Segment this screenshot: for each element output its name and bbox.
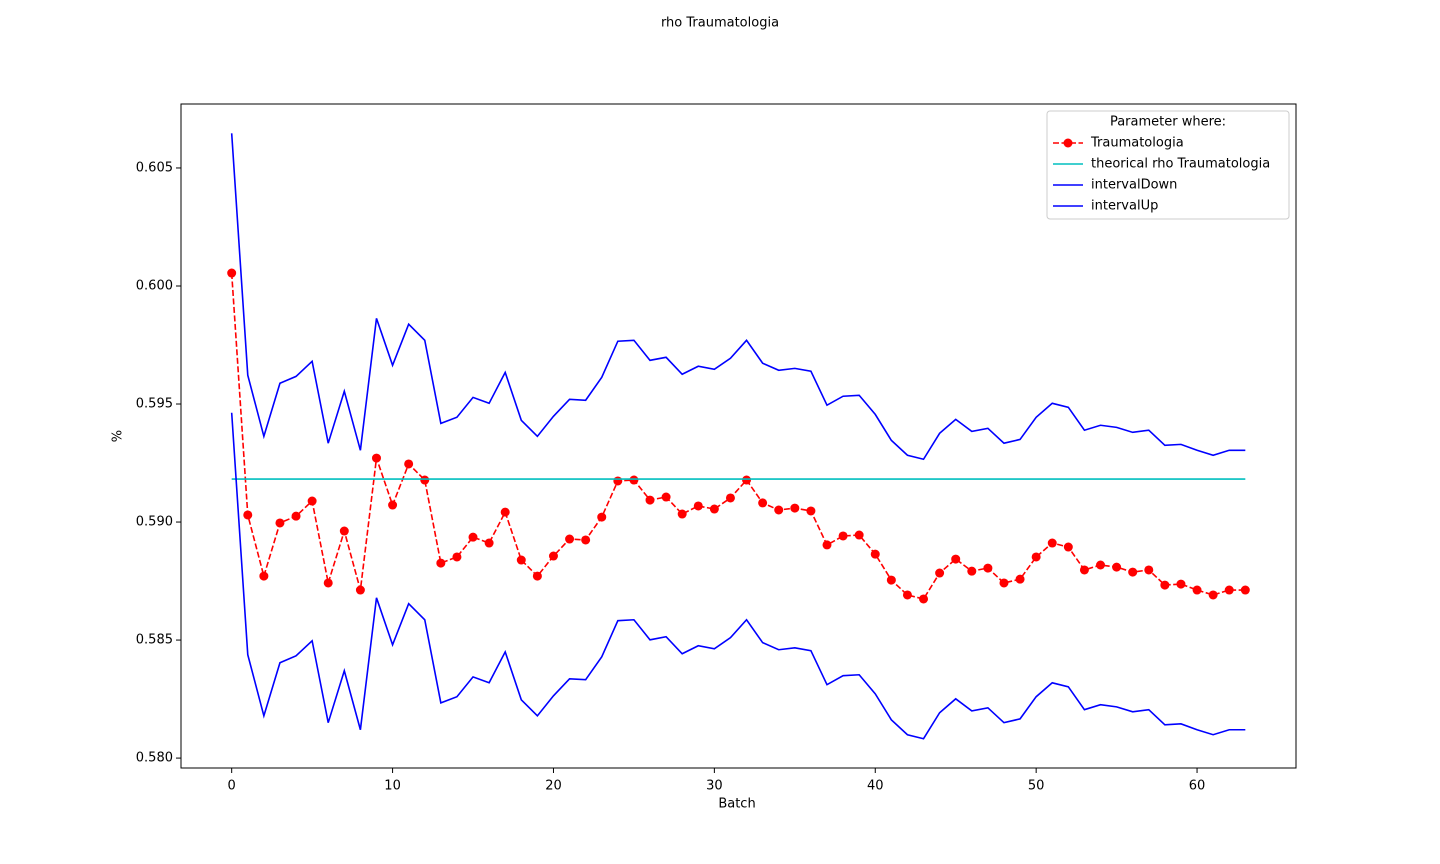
data-point [1224,585,1234,595]
chart-title: rho Traumatologia [661,16,779,31]
series-line [230,133,1246,461]
y-tick-label: 0.600 [136,278,173,293]
data-point [629,475,639,485]
data-point [291,511,301,521]
x-tick-label: 40 [867,779,884,794]
data-point [854,530,864,540]
data-point [935,568,945,578]
plot-frame [180,103,1297,769]
data-point [967,566,977,576]
data-point [1112,562,1122,572]
data-point [677,509,687,519]
series-line [230,272,1246,600]
data-point [1015,574,1025,584]
data-point [1192,585,1202,595]
data-point [339,526,349,536]
data-point [1096,560,1106,570]
data-point [275,518,285,528]
data-point [1079,565,1089,575]
data-point [838,531,848,541]
x-tick-label: 0 [228,779,236,794]
legend-label: intervalDown [1091,178,1177,193]
y-tick-label: 0.590 [136,515,173,530]
y-tick-label: 0.580 [136,751,173,766]
y-axis-label: % [111,430,126,442]
x-axis-label: Batch [718,797,755,812]
x-tick-label: 10 [384,779,401,794]
data-point [774,505,784,515]
data-point [1144,565,1154,575]
x-tick-label: 20 [545,779,562,794]
legend-box [1046,110,1290,220]
x-tick-label: 60 [1189,779,1206,794]
data-point [822,540,832,550]
data-point [742,475,752,485]
data-point [870,549,880,559]
data-point [725,493,735,503]
data-point [983,563,993,573]
data-point [452,552,462,562]
data-point [516,555,526,565]
data-point [307,496,317,506]
y-tick-label: 0.605 [136,160,173,175]
x-tick-label: 50 [1028,779,1045,794]
data-point [500,507,510,517]
data-point [790,503,800,513]
y-tick-label: 0.595 [136,397,173,412]
legend-label: theorical rho Traumatologia [1091,157,1270,172]
data-point [1128,567,1138,577]
data-point [259,571,269,581]
data-point [371,453,381,463]
data-point [355,585,365,595]
data-point [645,495,655,505]
legend-marker [1063,138,1073,148]
data-point [613,476,623,486]
data-point [1063,542,1073,552]
data-point [886,575,896,585]
data-point [243,510,253,520]
data-point [468,532,478,542]
legend-label: Traumatologia [1090,136,1184,151]
data-point [951,554,961,564]
data-point [758,498,768,508]
data-point [1031,552,1041,562]
data-point [661,492,671,502]
data-point [1160,580,1170,590]
data-point [227,268,237,278]
data-point [597,512,607,522]
data-point [436,558,446,568]
data-point [581,535,591,545]
data-point [919,594,929,604]
data-point [693,501,703,511]
data-point [420,475,430,485]
data-point [1208,590,1218,600]
data-point [323,578,333,588]
data-point [404,459,414,469]
x-tick-label: 30 [706,779,723,794]
data-point [806,506,816,516]
data-point [902,590,912,600]
y-tick-label: 0.585 [136,633,173,648]
legend: Parameter where: Traumatologia theorical r… [1046,110,1290,220]
data-point [1176,579,1186,589]
data-point [388,500,398,510]
data-point [484,538,494,548]
data-point [1240,585,1250,595]
data-point [709,504,719,514]
data-point [1047,538,1057,548]
series-line [230,412,1246,740]
data-point [532,571,542,581]
legend-label: intervalUp [1091,199,1158,214]
data-point [999,578,1009,588]
data-point [548,551,558,561]
data-point [565,534,575,544]
legend-title: Parameter where: [1110,115,1226,130]
